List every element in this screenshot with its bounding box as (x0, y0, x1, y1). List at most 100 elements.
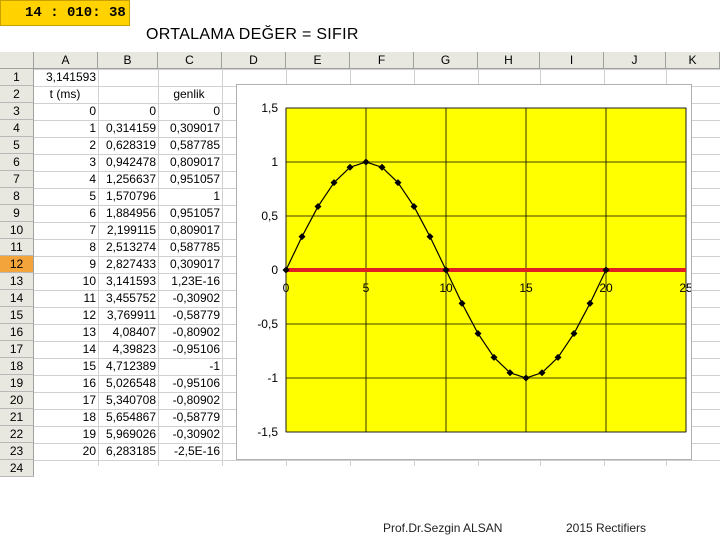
column-header-g[interactable]: G (414, 52, 478, 69)
cell-b17[interactable]: 4,39823 (112, 342, 156, 356)
cell-a10[interactable]: 7 (89, 223, 96, 237)
cell-c8[interactable]: 1 (213, 189, 220, 203)
cell-c4[interactable]: 0,309017 (169, 121, 220, 135)
cell-c11[interactable]: 0,587785 (169, 240, 220, 254)
cell-a11[interactable]: 8 (89, 240, 96, 254)
select-all-corner[interactable] (0, 52, 34, 69)
row-header-24[interactable]: 24 (0, 460, 34, 477)
column-header-d[interactable]: D (222, 52, 286, 69)
cell-b20[interactable]: 5,340708 (105, 393, 156, 407)
cell-a1[interactable]: 3,141593 (45, 70, 96, 84)
row-header-5[interactable]: 5 (0, 137, 34, 154)
cell-c15[interactable]: -0,58779 (172, 308, 220, 322)
cell-b5[interactable]: 0,628319 (105, 138, 156, 152)
row-header-6[interactable]: 6 (0, 154, 34, 171)
cell-c9[interactable]: 0,951057 (169, 206, 220, 220)
row-header-20[interactable]: 20 (0, 392, 34, 409)
column-header-e[interactable]: E (286, 52, 350, 69)
row-header-14[interactable]: 14 (0, 290, 34, 307)
cell-a5[interactable]: 2 (89, 138, 96, 152)
cell-b4[interactable]: 0,314159 (105, 121, 156, 135)
cell-b8[interactable]: 1,570796 (105, 189, 156, 203)
cell-c21[interactable]: -0,58779 (172, 410, 220, 424)
row-header-10[interactable]: 10 (0, 222, 34, 239)
cell-a6[interactable]: 3 (89, 155, 96, 169)
cell-a18[interactable]: 15 (82, 359, 96, 373)
column-header-j[interactable]: J (604, 52, 666, 69)
row-header-11[interactable]: 11 (0, 239, 34, 256)
cell-b23[interactable]: 6,283185 (105, 444, 156, 458)
row-header-8[interactable]: 8 (0, 188, 34, 205)
cell-b3[interactable]: 0 (149, 104, 156, 118)
row-header-18[interactable]: 18 (0, 358, 34, 375)
cell-c10[interactable]: 0,809017 (169, 223, 220, 237)
cell-c14[interactable]: -0,30902 (172, 291, 220, 305)
cell-b13[interactable]: 3,141593 (105, 274, 156, 288)
column-header-a[interactable]: A (34, 52, 98, 69)
cell-b21[interactable]: 5,654867 (105, 410, 156, 424)
cell-c19[interactable]: -0,95106 (172, 376, 220, 390)
cell-c7[interactable]: 0,951057 (169, 172, 220, 186)
row-header-23[interactable]: 23 (0, 443, 34, 460)
cell-a17[interactable]: 14 (82, 342, 96, 356)
cell-b19[interactable]: 5,026548 (105, 376, 156, 390)
cell-a19[interactable]: 16 (82, 376, 96, 390)
cell-a13[interactable]: 10 (82, 274, 96, 288)
cell-a23[interactable]: 20 (82, 444, 96, 458)
column-header-f[interactable]: F (350, 52, 414, 69)
cell-c12[interactable]: 0,309017 (169, 257, 220, 271)
column-header-c[interactable]: C (158, 52, 222, 69)
row-header-16[interactable]: 16 (0, 324, 34, 341)
cell-b15[interactable]: 3,769911 (106, 308, 156, 322)
cell-c3[interactable]: 0 (213, 104, 220, 118)
cell-b12[interactable]: 2,827433 (105, 257, 156, 271)
cell-b9[interactable]: 1,884956 (105, 206, 156, 220)
cell-a20[interactable]: 17 (82, 393, 96, 407)
row-header-15[interactable]: 15 (0, 307, 34, 324)
cell-b16[interactable]: 4,08407 (112, 325, 156, 339)
column-header-i[interactable]: I (540, 52, 604, 69)
cell-a7[interactable]: 4 (89, 172, 96, 186)
column-header-h[interactable]: H (478, 52, 540, 69)
cell-b14[interactable]: 3,455752 (105, 291, 156, 305)
row-header-21[interactable]: 21 (0, 409, 34, 426)
cell-a21[interactable]: 18 (82, 410, 96, 424)
cell-b7[interactable]: 1,256637 (105, 172, 156, 186)
cell-c5[interactable]: 0,587785 (169, 138, 220, 152)
cell-a16[interactable]: 13 (82, 325, 96, 339)
cell-a15[interactable]: 12 (82, 308, 96, 322)
cell-a4[interactable]: 1 (89, 121, 96, 135)
cell-c6[interactable]: 0,809017 (169, 155, 220, 169)
row-header-17[interactable]: 17 (0, 341, 34, 358)
cell-a14[interactable]: 11 (83, 291, 96, 305)
cell-a3[interactable]: 0 (89, 104, 96, 118)
row-header-9[interactable]: 9 (0, 205, 34, 222)
cell-b22[interactable]: 5,969026 (105, 427, 156, 441)
cell-c18[interactable]: -1 (209, 359, 220, 373)
cell-b10[interactable]: 2,199115 (106, 223, 156, 237)
cell-c17[interactable]: -0,95106 (172, 342, 220, 356)
column-header-k[interactable]: K (666, 52, 720, 69)
row-header-2[interactable]: 2 (0, 86, 34, 103)
cell-b11[interactable]: 2,513274 (105, 240, 156, 254)
cell-a12[interactable]: 9 (89, 257, 96, 271)
row-header-13[interactable]: 13 (0, 273, 34, 290)
row-header-3[interactable]: 3 (0, 103, 34, 120)
cell-a8[interactable]: 5 (89, 189, 96, 203)
cell-c2[interactable]: genlik (173, 87, 205, 101)
cell-b18[interactable]: 4,712389 (105, 359, 156, 373)
row-header-4[interactable]: 4 (0, 120, 34, 137)
column-header-b[interactable]: B (98, 52, 158, 69)
cell-c20[interactable]: -0,80902 (172, 393, 220, 407)
row-header-12[interactable]: 12 (0, 256, 34, 273)
row-header-1[interactable]: 1 (0, 69, 34, 86)
cell-c22[interactable]: -0,30902 (172, 427, 220, 441)
row-header-19[interactable]: 19 (0, 375, 34, 392)
row-header-22[interactable]: 22 (0, 426, 34, 443)
cell-a22[interactable]: 19 (82, 427, 96, 441)
sine-wave-chart[interactable]: 1,5 1 0,5 0 -0,5 -1 -1,5 0 5 10 15 20 25 (236, 84, 693, 460)
cell-a2[interactable]: t (ms) (49, 87, 81, 101)
cell-c16[interactable]: -0,80902 (172, 325, 220, 339)
cell-a9[interactable]: 6 (89, 206, 96, 220)
cell-c13[interactable]: 1,23E-16 (171, 274, 220, 288)
